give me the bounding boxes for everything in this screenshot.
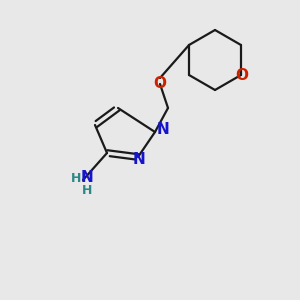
Text: N: N: [157, 122, 169, 137]
Text: O: O: [154, 76, 166, 91]
Text: H: H: [82, 184, 92, 196]
Text: N: N: [133, 152, 146, 166]
Text: O: O: [236, 68, 248, 82]
Text: H: H: [71, 172, 81, 184]
Text: N: N: [81, 170, 93, 185]
